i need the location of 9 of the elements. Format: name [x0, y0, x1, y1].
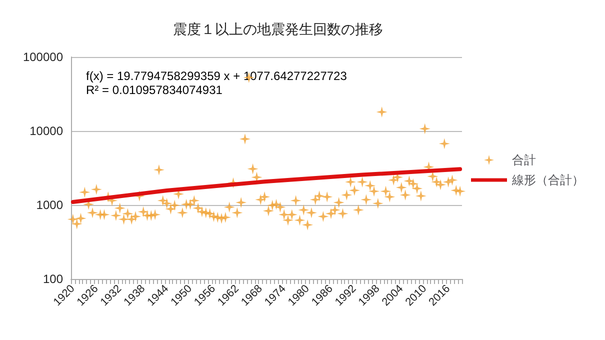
- chart-title: 震度１以上の地震発生回数の推移: [173, 22, 383, 38]
- legend-label: 合計: [512, 153, 536, 167]
- y-tick-label: 10000: [30, 124, 64, 138]
- y-tick-label: 100: [42, 272, 64, 286]
- y-tick-label: 1000: [36, 198, 64, 212]
- annotation: R² = 0.010957834074931: [86, 83, 223, 97]
- legend-label: 線形（合計）: [511, 173, 584, 187]
- line-series: [70, 167, 462, 204]
- y-tick-label: 100000: [22, 50, 64, 64]
